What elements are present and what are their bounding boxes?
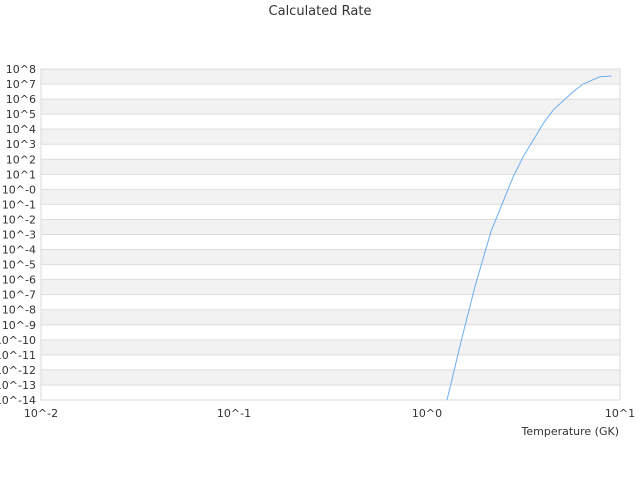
grid-band <box>41 189 620 205</box>
grid-band <box>41 99 620 115</box>
y-tick-label: 10^-10 <box>0 334 36 347</box>
y-tick-label: 10^-3 <box>2 229 36 242</box>
y-tick-label: 10^7 <box>6 78 36 91</box>
grid-band <box>41 369 620 385</box>
series-line <box>446 75 612 401</box>
y-tick-label: 10^6 <box>6 93 36 106</box>
y-tick-label: 10^-4 <box>2 244 36 257</box>
grid-band <box>41 249 620 265</box>
chart-title: Calculated Rate <box>268 4 372 19</box>
y-tick-label: 10^-7 <box>2 289 36 302</box>
y-tick-label: 10^-12 <box>0 364 36 377</box>
y-tick-label: 10^5 <box>6 108 36 121</box>
x-tick-label: 10^-2 <box>24 407 58 420</box>
grid-band <box>41 219 620 235</box>
y-tick-label: 10^8 <box>6 63 36 76</box>
grid-band <box>41 279 620 295</box>
y-tick-label: 10^-14 <box>0 394 36 407</box>
x-axis-label: Temperature (GK) <box>521 425 620 438</box>
y-tick-label: 10^-0 <box>2 183 36 196</box>
y-tick-label: 10^2 <box>6 153 36 166</box>
y-tick-label: 10^-2 <box>2 213 36 226</box>
y-tick-label: 10^-1 <box>2 198 36 211</box>
y-tick-label: 10^-11 <box>0 349 36 362</box>
y-tick-label: 10^-9 <box>2 319 36 332</box>
grid-band <box>41 309 620 325</box>
y-tick-label: 10^-8 <box>2 304 36 317</box>
y-tick-label: 10^3 <box>6 138 36 151</box>
grid-band <box>41 129 620 145</box>
grid-band <box>41 159 620 175</box>
y-tick-label: 10^1 <box>6 168 36 181</box>
y-tick-label: 10^-13 <box>0 379 36 392</box>
x-tick-label: 10^0 <box>412 407 442 420</box>
y-tick-label: 10^-5 <box>2 259 36 272</box>
plot-border <box>40 68 621 401</box>
x-tick-label: 10^-1 <box>217 407 251 420</box>
x-tick-label: 10^1 <box>605 407 635 420</box>
grid-band <box>41 69 620 85</box>
grid-band <box>41 339 620 355</box>
y-tick-label: 10^-6 <box>2 274 36 287</box>
y-tick-label: 10^4 <box>6 123 36 136</box>
